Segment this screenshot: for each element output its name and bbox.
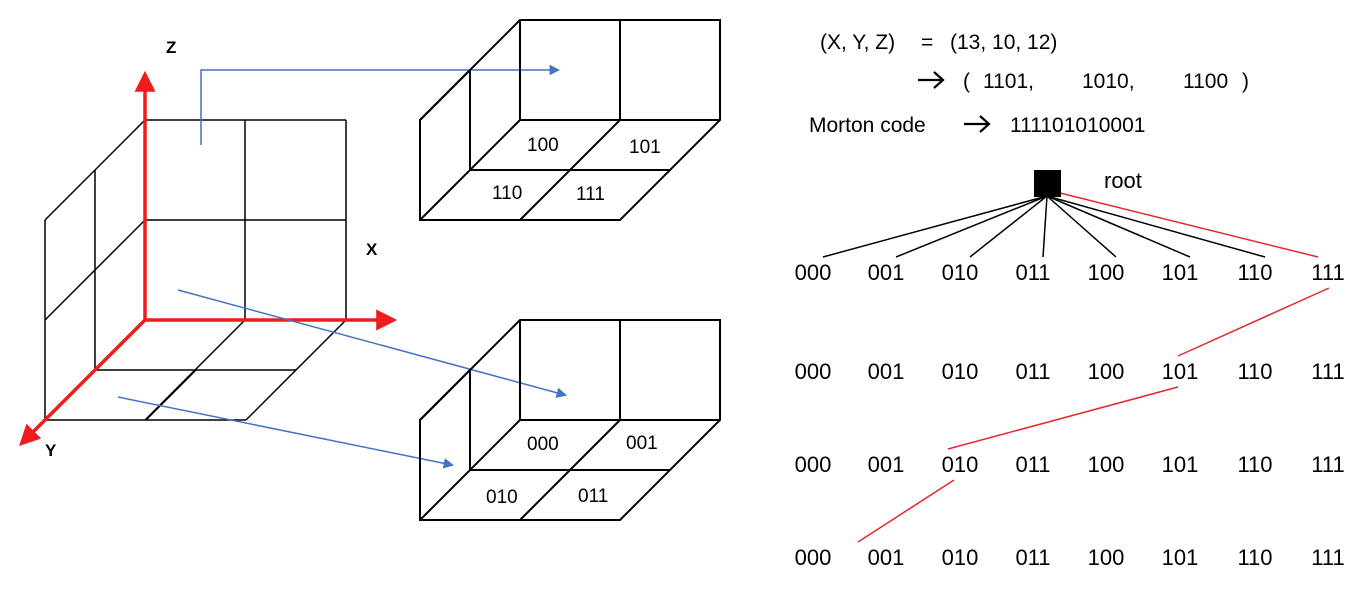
binary-close-paren: ): [1242, 70, 1249, 93]
tree-node-label: 111: [1311, 260, 1344, 285]
tree-node-label: 001: [868, 359, 905, 384]
tree-node-label: 000: [795, 359, 832, 384]
morton-code-value: 111101010001: [1010, 114, 1145, 137]
tree-node-label: 101: [1162, 359, 1199, 384]
tree-node-label: 001: [868, 260, 905, 285]
octant-label: 011: [578, 486, 608, 507]
tree-level-labels: 000 001 010 011 100 101 110 111 000 001 010 011 100 1…: [795, 260, 1345, 570]
morton-path: [857, 192, 1330, 543]
root-node: [1034, 170, 1061, 197]
tree-node-label: 100: [1088, 545, 1125, 570]
tree-node-label: 010: [942, 452, 979, 477]
tree-node-label: 111: [1311, 452, 1344, 477]
tree-node-label: 010: [942, 545, 979, 570]
y-axis-label: Y: [45, 441, 57, 460]
upper-octant-box: [419, 19, 721, 221]
octant-label: 000: [527, 434, 559, 455]
octant-label: 001: [626, 433, 658, 454]
morton-code-label: Morton code: [809, 114, 926, 137]
tree-node-label: 011: [1015, 260, 1050, 285]
tree-edges: [822, 195, 1266, 258]
tree-edge: [895, 195, 1048, 258]
large-cube: [44, 119, 347, 421]
x-axis-label: X: [366, 240, 378, 259]
equals-sign: =: [921, 31, 933, 54]
binary-z: 1100: [1183, 70, 1228, 93]
tree-edge: [1046, 195, 1117, 258]
tree-node-label: 010: [942, 260, 979, 285]
tree-node-label: 100: [1088, 452, 1125, 477]
y-axis: [19, 318, 147, 446]
tree-edge: [1046, 195, 1191, 258]
tree-node-label: 000: [795, 545, 832, 570]
tree-node-label: 000: [795, 260, 832, 285]
coordinate-values: (13, 10, 12): [950, 31, 1057, 54]
tree-node-label: 111: [1311, 545, 1344, 570]
upper-octant-labels: 100 101 110 111: [492, 135, 661, 205]
path-edge: [1177, 287, 1330, 357]
arrow-upper-octant: [200, 64, 561, 145]
tree-node-label: 101: [1162, 545, 1199, 570]
tree-edge: [1042, 195, 1048, 258]
arrow-right-icon: [964, 115, 991, 133]
tree-node-label: 100: [1088, 260, 1125, 285]
arrow-lower-octant-b: [117, 396, 455, 469]
octree: root 000 001 010 011 100 101 110 111 000 001 010 01…: [795, 168, 1345, 570]
binary-open-paren: (: [963, 70, 970, 93]
tree-node-label: 011: [1015, 359, 1050, 384]
octant-label: 010: [486, 487, 518, 508]
path-edge: [857, 479, 955, 543]
morton-equation: (X, Y, Z) = (13, 10, 12) ( 1101, 1010, 1…: [809, 31, 1249, 137]
z-axis-label: Z: [166, 38, 176, 57]
tree-node-label: 110: [1237, 260, 1272, 285]
tree-node-label: 011: [1015, 545, 1050, 570]
tree-node-label: 011: [1015, 452, 1050, 477]
tree-node-label: 110: [1237, 545, 1272, 570]
tree-node-label: 010: [942, 359, 979, 384]
arrow-right-icon: [918, 71, 945, 89]
octant-label: 111: [576, 184, 605, 205]
tree-node-label: 101: [1162, 260, 1199, 285]
tree-node-label: 101: [1162, 452, 1199, 477]
binary-y: 1010,: [1082, 70, 1135, 93]
tree-edge: [969, 195, 1048, 258]
tree-edge: [1046, 195, 1266, 258]
tree-edge: [822, 195, 1048, 258]
tree-node-label: 110: [1237, 452, 1272, 477]
tree-node-label: 000: [795, 452, 832, 477]
octant-label: 101: [629, 137, 661, 158]
octant-label: 100: [527, 135, 559, 156]
arrow-lower-octant-a: [177, 289, 568, 398]
path-edge: [947, 386, 1179, 450]
lower-octant-box: [419, 319, 721, 521]
tree-node-label: 110: [1237, 359, 1272, 384]
tree-node-label: 111: [1311, 359, 1344, 384]
binary-x: 1101,: [983, 70, 1034, 93]
path-edge: [1059, 192, 1319, 258]
tree-node-label: 001: [868, 545, 905, 570]
root-label: root: [1104, 168, 1142, 193]
axes: Z X Y: [19, 38, 398, 460]
coordinate-names: (X, Y, Z): [820, 31, 895, 54]
tree-node-label: 100: [1088, 359, 1125, 384]
lower-octant-labels: 000 001 010 011: [486, 433, 658, 508]
octant-label: 110: [492, 183, 522, 204]
mapping-arrows: [117, 64, 568, 469]
tree-node-label: 001: [868, 452, 905, 477]
